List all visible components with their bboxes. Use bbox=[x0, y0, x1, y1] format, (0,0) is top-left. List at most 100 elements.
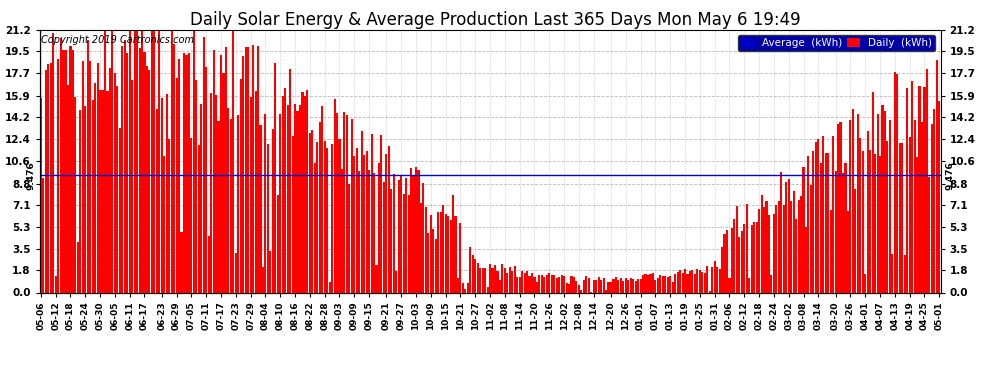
Bar bbox=[471, 255, 474, 292]
Bar bbox=[916, 157, 918, 292]
Bar bbox=[459, 223, 461, 292]
Bar bbox=[233, 30, 235, 292]
Bar bbox=[679, 270, 681, 292]
Bar bbox=[788, 179, 790, 292]
Bar bbox=[314, 164, 316, 292]
Bar bbox=[891, 254, 893, 292]
Bar bbox=[418, 170, 420, 292]
Bar bbox=[516, 277, 518, 292]
Bar bbox=[457, 278, 459, 292]
Bar bbox=[294, 104, 296, 292]
Bar bbox=[180, 232, 182, 292]
Bar bbox=[223, 73, 225, 292]
Bar bbox=[553, 275, 555, 292]
Bar bbox=[555, 278, 557, 292]
Bar bbox=[524, 273, 526, 292]
Bar bbox=[608, 282, 610, 292]
Bar bbox=[628, 280, 630, 292]
Bar bbox=[291, 136, 294, 292]
Bar bbox=[74, 98, 76, 292]
Bar bbox=[926, 69, 928, 292]
Bar bbox=[545, 274, 547, 292]
Bar bbox=[939, 101, 940, 292]
Bar bbox=[635, 281, 637, 292]
Bar bbox=[494, 266, 496, 292]
Bar bbox=[334, 99, 336, 292]
Bar bbox=[550, 275, 552, 292]
Bar bbox=[203, 37, 205, 292]
Bar bbox=[296, 111, 299, 292]
Bar bbox=[413, 175, 415, 292]
Bar bbox=[704, 273, 706, 292]
Bar bbox=[175, 78, 177, 292]
Bar bbox=[785, 182, 787, 292]
Bar bbox=[54, 276, 56, 292]
Bar bbox=[178, 59, 180, 292]
Bar bbox=[578, 285, 580, 292]
Bar bbox=[136, 30, 139, 292]
Bar bbox=[393, 174, 395, 292]
Bar bbox=[45, 70, 47, 292]
Bar bbox=[790, 201, 792, 292]
Bar bbox=[205, 67, 207, 292]
Bar bbox=[721, 247, 723, 292]
Bar bbox=[284, 88, 286, 292]
Bar bbox=[183, 53, 185, 292]
Bar bbox=[813, 151, 815, 292]
Bar bbox=[185, 56, 187, 292]
Bar bbox=[59, 38, 61, 292]
Bar bbox=[544, 277, 545, 292]
Bar bbox=[220, 55, 222, 292]
Bar bbox=[568, 284, 570, 292]
Bar bbox=[165, 94, 167, 292]
Bar bbox=[249, 97, 251, 292]
Bar bbox=[644, 274, 646, 292]
Bar bbox=[168, 140, 170, 292]
Bar bbox=[881, 105, 883, 292]
Bar bbox=[558, 277, 560, 292]
Bar bbox=[729, 278, 731, 292]
Bar bbox=[116, 86, 119, 292]
Bar bbox=[676, 272, 679, 292]
Bar bbox=[408, 195, 410, 292]
Bar bbox=[504, 268, 506, 292]
Bar bbox=[92, 100, 94, 292]
Bar bbox=[304, 96, 306, 292]
Bar bbox=[243, 56, 245, 292]
Bar bbox=[654, 280, 656, 292]
Bar bbox=[501, 264, 504, 292]
Bar bbox=[724, 234, 726, 292]
Bar bbox=[259, 125, 261, 292]
Bar bbox=[119, 128, 121, 292]
Bar bbox=[886, 141, 888, 292]
Bar bbox=[514, 266, 516, 292]
Bar bbox=[72, 50, 74, 292]
Bar bbox=[277, 195, 279, 292]
Bar bbox=[107, 91, 109, 292]
Bar bbox=[324, 141, 326, 292]
Bar bbox=[452, 195, 454, 292]
Bar bbox=[339, 139, 341, 292]
Bar bbox=[326, 148, 329, 292]
Bar bbox=[218, 121, 220, 292]
Bar bbox=[861, 151, 864, 292]
Bar bbox=[388, 146, 390, 292]
Bar bbox=[835, 171, 837, 292]
Bar bbox=[97, 63, 99, 292]
Bar bbox=[445, 214, 446, 292]
Bar bbox=[279, 114, 281, 292]
Legend: Average  (kWh), Daily  (kWh): Average (kWh), Daily (kWh) bbox=[738, 35, 936, 51]
Bar bbox=[736, 207, 738, 292]
Bar bbox=[696, 269, 698, 292]
Bar bbox=[248, 47, 249, 292]
Bar bbox=[760, 195, 762, 292]
Bar bbox=[909, 137, 911, 292]
Bar bbox=[651, 273, 654, 292]
Bar bbox=[257, 46, 259, 292]
Bar bbox=[906, 88, 908, 292]
Bar bbox=[254, 91, 256, 292]
Bar bbox=[195, 80, 197, 292]
Bar bbox=[689, 271, 691, 292]
Bar bbox=[770, 275, 772, 292]
Bar bbox=[681, 273, 684, 292]
